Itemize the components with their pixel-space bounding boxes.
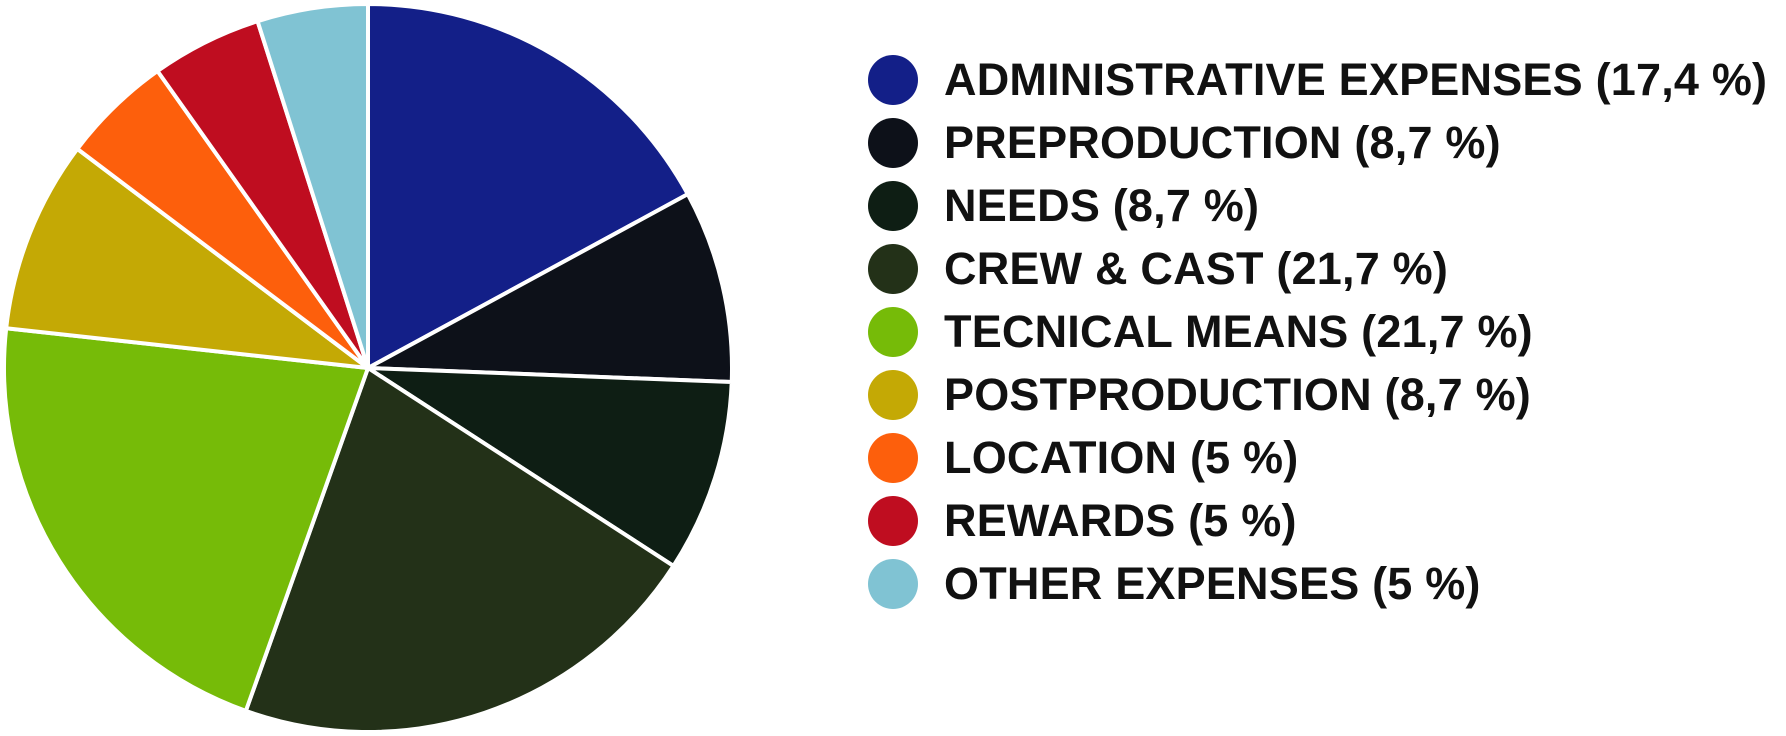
legend-label: LOCATION (5 %) — [944, 431, 1299, 483]
legend-swatch — [868, 495, 918, 546]
pie-slice-1 — [366, 2, 690, 370]
pie-slice-4 — [243, 366, 676, 734]
legend-label: TECNICAL MEANS (21,7 %) — [944, 305, 1533, 357]
legend-item: LOCATION (5 %) — [868, 426, 1767, 489]
legend-item: PREPRODUCTION (8,7 %) — [868, 111, 1767, 174]
legend-swatch — [868, 243, 918, 294]
legend-swatch — [868, 306, 918, 357]
legend-swatch — [868, 432, 918, 483]
legend-item: ADMINISTRATIVE EXPENSES (17,4 %) — [868, 48, 1767, 111]
legend-item: OTHER EXPENSES (5 %) — [868, 552, 1767, 615]
legend-label: POSTPRODUCTION (8,7 %) — [944, 368, 1531, 420]
pie-slice-3 — [366, 366, 734, 568]
legend: ADMINISTRATIVE EXPENSES (17,4 %) PREPRODU… — [868, 48, 1767, 615]
legend-swatch — [868, 117, 918, 168]
legend-label: PREPRODUCTION (8,7 %) — [944, 116, 1501, 168]
pie-slice-9 — [255, 2, 370, 370]
legend-label: CREW & CAST (21,7 %) — [944, 242, 1449, 294]
pie-slice-2 — [366, 192, 734, 385]
legend-item: NEEDS (8,7 %) — [868, 174, 1767, 237]
legend-item: TECNICAL MEANS (21,7 %) — [868, 300, 1767, 363]
legend-item: POSTPRODUCTION (8,7 %) — [868, 363, 1767, 426]
pie-slice-6 — [4, 146, 370, 370]
legend-label: REWARDS (5 %) — [944, 494, 1297, 546]
pie-slice-5 — [2, 326, 370, 713]
pie-plot — [2, 2, 734, 734]
legend-item: CREW & CAST (21,7 %) — [868, 237, 1767, 300]
legend-label: ADMINISTRATIVE EXPENSES (17,4 %) — [944, 53, 1768, 105]
legend-swatch — [868, 369, 918, 420]
legend-swatch — [868, 558, 918, 609]
legend-item: REWARDS (5 %) — [868, 489, 1767, 552]
legend-swatch — [868, 180, 918, 231]
legend-label: NEEDS (8,7 %) — [944, 179, 1260, 231]
legend-swatch — [868, 54, 918, 105]
legend-label: OTHER EXPENSES (5 %) — [944, 557, 1481, 609]
